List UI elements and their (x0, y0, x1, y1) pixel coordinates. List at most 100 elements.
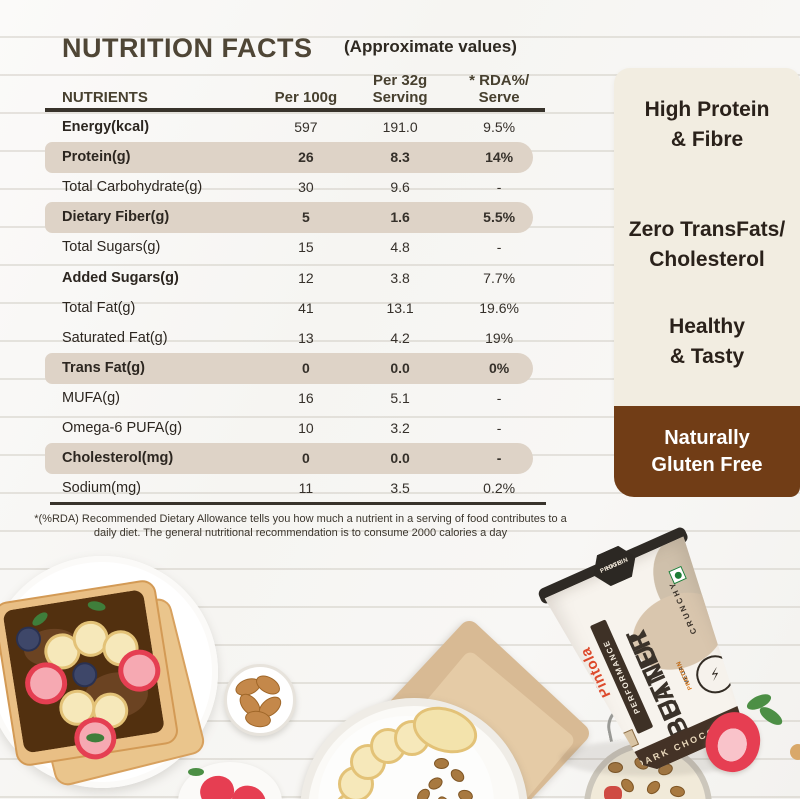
value-rda-percent: 19.6% (479, 299, 519, 316)
peanut (790, 744, 800, 760)
value-per-32g: 191.0 (382, 119, 418, 136)
strawberry-plate (178, 762, 282, 799)
almond (252, 671, 284, 699)
value-per-100g: 0 (302, 359, 310, 376)
value-per-100g: 10 (298, 419, 314, 436)
claim-text: Zero TransFats/Cholesterol (614, 215, 800, 275)
claim-text: High Protein & Fibre (614, 95, 800, 155)
table-row: Trans Fat(g) 0 0.0 0% (45, 352, 545, 384)
nutrient-name: Total Sugars(g) (62, 239, 161, 256)
table-rows: Energy(kcal) 597 191.0 9.5% Protein(g) 26 8.3 1… (45, 112, 545, 503)
value-per-32g: 1.6 (390, 209, 410, 226)
value-per-100g: 41 (298, 299, 314, 316)
value-rda-percent: 19% (485, 329, 514, 346)
texture-label: CRUNCHY (666, 579, 699, 636)
value-rda-percent: - (496, 239, 502, 256)
nutrient-name: Total Fat(g) (62, 299, 136, 316)
table-row: Omega-6 PUFA(g) 10 3.2 - (45, 413, 545, 443)
nutrient-name: Energy(kcal) (62, 119, 150, 136)
table-bottom-rule (50, 502, 546, 505)
table-row: Added Sugars(g) 12 3.8 7.7% (45, 262, 545, 292)
value-rda-percent: - (496, 419, 502, 436)
claim-text: Healthy & Tasty (614, 312, 800, 372)
table-row: Protein(g) 26 8.3 14% (45, 142, 545, 174)
gluten-free-badge: Naturally Gluten Free (614, 406, 800, 497)
claim-line: & Tasty (669, 345, 745, 368)
col-header-rda-line2: Serve (478, 89, 520, 106)
table-row: MUFA(g) 16 5.1 - (45, 383, 545, 413)
value-per-100g: 15 (298, 239, 314, 256)
claim-line: Healthy (669, 315, 745, 338)
col-header-per32g-line1: Per 32g (373, 72, 428, 89)
nutrient-name: Saturated Fat(g) (62, 329, 168, 346)
claim-line: Cholesterol (649, 248, 765, 271)
table-row: Energy(kcal) 597 191.0 9.5% (45, 112, 545, 142)
nutrient-name: MUFA(g) (62, 389, 120, 406)
col-header-per32g: Per 32g Serving (347, 72, 453, 106)
nutrient-name: Omega-6 PUFA(g) (62, 419, 183, 436)
granola (608, 762, 623, 773)
claims-panel: High Protein & Fibre Zero TransFats/Choles… (614, 68, 800, 406)
strawberry-leaf (188, 768, 204, 776)
claim-line: & Fibre (670, 128, 744, 151)
table-top-rule (45, 108, 545, 112)
nutrient-name: Protein(g) (62, 149, 131, 166)
nutrient-name: Sodium(mg) (62, 480, 141, 497)
value-rda-percent: 0% (489, 359, 510, 376)
nut-seal-icon (617, 729, 639, 751)
table-row: Total Sugars(g) 15 4.8 - (45, 232, 545, 262)
table-row: Cholesterol(mg) 0 0.0 - (45, 443, 545, 475)
dried-strawberry (604, 786, 622, 799)
table-row: Total Carbohydrate(g) 30 9.6 - (45, 172, 545, 202)
col-header-rda-line1: * RDA%/ (469, 72, 530, 89)
value-rda-percent: 0.2% (483, 480, 516, 497)
strawberry (196, 772, 238, 799)
gluten-free-line2: Gluten Free (651, 453, 763, 476)
table-header-row: NUTRIENTS Per 100g Per 32g Serving * RDA… (45, 62, 545, 106)
toast-slice-chocolate (0, 578, 180, 768)
value-rda-percent: - (496, 389, 502, 406)
col-header-per32g-line2: Serving (372, 89, 428, 106)
table-row: Dietary Fiber(g) 5 1.6 5.5% (45, 202, 545, 234)
value-per-100g: 16 (298, 389, 314, 406)
rda-footnote: *(%RDA) Recommended Dietary Allowance te… (34, 513, 567, 539)
granola (434, 758, 449, 769)
value-rda-percent: - (496, 179, 502, 196)
lightning-bolt-icon: ⚡ (690, 649, 740, 699)
value-per-100g: 13 (298, 329, 314, 346)
gluten-free-line1: Naturally (664, 426, 750, 449)
protein-label: PROTEIN (675, 659, 694, 691)
value-per-32g: 0.0 (390, 450, 410, 467)
value-per-32g: 0.0 (390, 359, 410, 376)
nutrient-name: Added Sugars(g) (62, 269, 179, 286)
approx-values-subtitle: (Approximate values) (344, 37, 517, 56)
granola (644, 778, 663, 797)
value-per-32g: 9.6 (390, 179, 410, 196)
claim-line: High Protein (644, 98, 770, 121)
value-rda-percent: 7.7% (483, 269, 516, 286)
col-header-rda: * RDA%/ Serve (453, 72, 545, 106)
value-per-100g: 12 (298, 269, 314, 286)
value-per-100g: 26 (298, 149, 314, 166)
page-title: NUTRITION FACTS (62, 33, 313, 63)
value-per-100g: 597 (294, 119, 318, 136)
table-row: Sodium(mg) 11 3.5 0.2% (45, 473, 545, 503)
claim-line: Zero TransFats/ (628, 218, 786, 241)
value-per-32g: 3.5 (390, 480, 410, 497)
value-per-32g: 8.3 (390, 149, 410, 166)
almond-bowl (224, 664, 296, 736)
value-per-100g: 11 (298, 480, 314, 497)
col-header-nutrients: NUTRIENTS (62, 89, 148, 106)
granola (669, 784, 686, 799)
value-per-100g: 5 (302, 209, 310, 226)
value-per-32g: 3.2 (390, 419, 410, 436)
value-rda-percent: - (496, 450, 502, 467)
value-per-32g: 4.8 (390, 239, 410, 256)
value-per-100g: 0 (302, 450, 310, 467)
nutrient-name: Dietary Fiber(g) (62, 209, 170, 226)
table-row: Saturated Fat(g) 13 4.2 19% (45, 323, 545, 353)
value-per-32g: 3.8 (390, 269, 410, 286)
value-per-32g: 5.1 (390, 389, 410, 406)
nutrient-name: Total Carbohydrate(g) (62, 179, 203, 196)
